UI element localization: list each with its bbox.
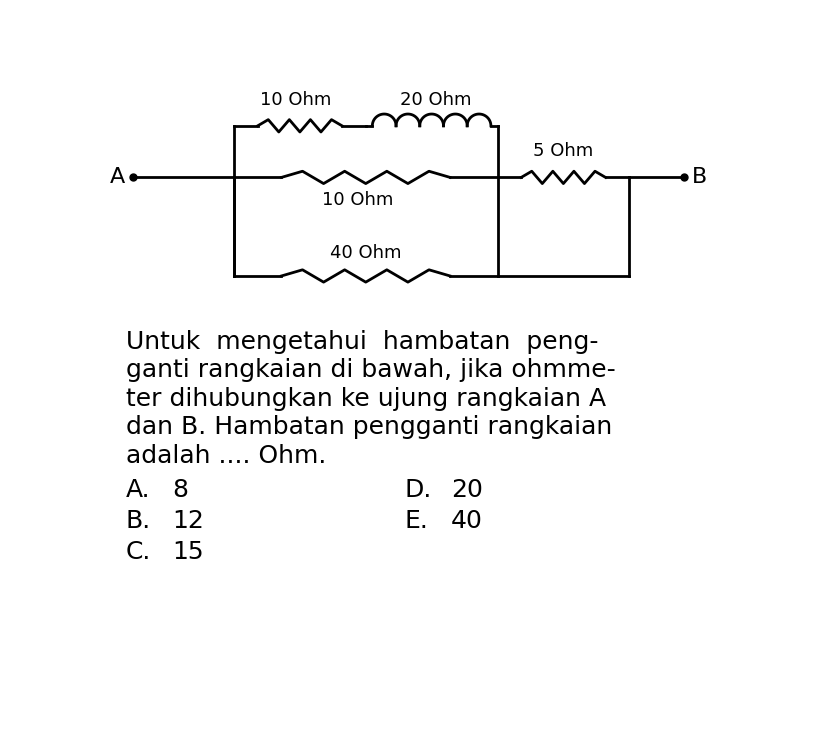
Text: 12: 12 <box>172 509 204 534</box>
Text: Untuk  mengetahui  hambatan  peng-: Untuk mengetahui hambatan peng- <box>125 330 598 354</box>
Text: 40: 40 <box>451 509 483 534</box>
Text: ter dihubungkan ke ujung rangkaian A: ter dihubungkan ke ujung rangkaian A <box>125 387 605 411</box>
Text: D.: D. <box>404 479 432 503</box>
Text: 40 Ohm: 40 Ohm <box>330 244 402 262</box>
Text: 5 Ohm: 5 Ohm <box>533 142 594 161</box>
Text: 8: 8 <box>172 479 188 503</box>
Text: 10 Ohm: 10 Ohm <box>322 192 393 209</box>
Text: 20: 20 <box>451 479 483 503</box>
Text: 15: 15 <box>172 540 204 564</box>
Text: A.: A. <box>125 479 151 503</box>
Text: B: B <box>691 167 707 187</box>
Text: C.: C. <box>125 540 151 564</box>
Text: 10 Ohm: 10 Ohm <box>260 91 331 109</box>
Text: ganti rangkaian di bawah, jika ohmme-: ganti rangkaian di bawah, jika ohmme- <box>125 358 615 382</box>
Text: 20 Ohm: 20 Ohm <box>400 91 471 109</box>
Text: adalah .... Ohm.: adalah .... Ohm. <box>125 444 326 468</box>
Text: A: A <box>110 167 125 187</box>
Text: dan B. Hambatan pengganti rangkaian: dan B. Hambatan pengganti rangkaian <box>125 415 612 440</box>
Text: B.: B. <box>125 509 151 534</box>
Text: E.: E. <box>404 509 429 534</box>
